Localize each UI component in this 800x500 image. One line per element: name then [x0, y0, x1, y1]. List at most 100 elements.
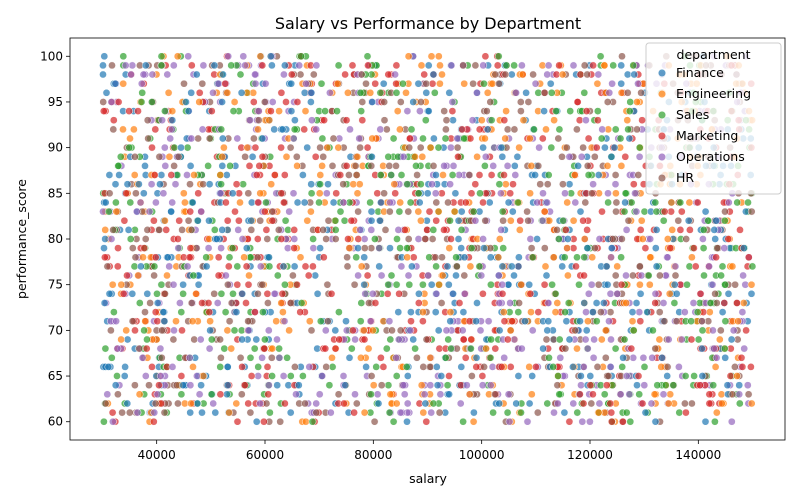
- data-point: [720, 216, 729, 225]
- data-point: [409, 98, 418, 106]
- data-point: [305, 317, 314, 326]
- data-point: [232, 308, 241, 316]
- data-point: [508, 207, 517, 216]
- data-point: [256, 262, 265, 271]
- data-point: [597, 335, 606, 344]
- data-point: [727, 417, 736, 426]
- data-point: [216, 189, 225, 198]
- data-point: [711, 289, 719, 298]
- data-point: [199, 372, 208, 380]
- y-tick-label: 75: [48, 278, 63, 292]
- data-point: [262, 226, 271, 234]
- data-point: [644, 271, 653, 280]
- data-point: [475, 125, 484, 134]
- data-point: [527, 244, 536, 252]
- data-point: [441, 134, 450, 143]
- data-point: [744, 253, 753, 262]
- data-point: [525, 363, 534, 371]
- data-point: [145, 381, 153, 390]
- data-point: [404, 207, 413, 216]
- data-point: [543, 399, 552, 408]
- data-point: [589, 353, 598, 362]
- data-point: [182, 98, 190, 106]
- data-point: [621, 198, 629, 207]
- data-point: [499, 216, 507, 225]
- data-point: [419, 317, 427, 326]
- data-point: [475, 171, 484, 179]
- data-point: [334, 143, 343, 152]
- data-point: [246, 353, 255, 362]
- x-axis: 40000 60000 80000 100000 120000 140000: [138, 440, 721, 462]
- data-point: [193, 372, 201, 380]
- data-point: [187, 88, 196, 97]
- data-point: [526, 189, 534, 198]
- data-point: [447, 235, 455, 243]
- data-point: [331, 216, 340, 225]
- data-point: [139, 253, 147, 262]
- data-point: [242, 299, 250, 307]
- data-point: [108, 61, 116, 70]
- data-point: [465, 390, 474, 399]
- data-point: [301, 417, 310, 426]
- data-point: [451, 189, 460, 198]
- data-point: [581, 335, 590, 344]
- data-point: [495, 235, 504, 243]
- data-point: [132, 207, 141, 216]
- data-point: [526, 134, 534, 143]
- data-point: [601, 353, 610, 362]
- x-tick-label: 140000: [675, 448, 721, 462]
- legend-marker: [657, 68, 667, 78]
- data-point: [663, 363, 672, 371]
- data-point: [454, 152, 462, 161]
- data-point: [676, 226, 685, 234]
- data-point: [643, 308, 652, 316]
- data-point: [244, 399, 253, 408]
- data-point: [125, 408, 134, 417]
- data-point: [510, 162, 519, 170]
- data-point: [256, 52, 265, 61]
- data-point: [287, 107, 296, 115]
- data-point: [385, 408, 394, 417]
- data-point: [142, 344, 151, 353]
- data-point: [519, 116, 528, 125]
- data-point: [254, 116, 263, 125]
- data-point: [328, 353, 336, 362]
- data-point: [384, 280, 393, 289]
- data-point: [735, 381, 744, 390]
- data-point: [584, 134, 593, 143]
- data-point: [406, 198, 415, 207]
- data-point: [123, 180, 132, 189]
- data-point: [280, 198, 288, 207]
- data-point: [457, 244, 466, 252]
- data-point: [554, 372, 562, 380]
- data-point: [646, 253, 655, 262]
- data-point: [441, 353, 450, 362]
- data-point: [419, 280, 427, 289]
- data-point: [276, 417, 285, 426]
- data-point: [226, 162, 234, 170]
- data-point: [628, 308, 637, 316]
- data-point: [186, 244, 195, 252]
- data-point: [251, 70, 259, 79]
- data-point: [275, 353, 284, 362]
- data-point: [424, 107, 433, 115]
- data-point: [367, 244, 376, 252]
- data-point: [515, 143, 523, 152]
- data-point: [291, 116, 299, 125]
- data-point: [241, 61, 249, 70]
- data-point: [738, 363, 747, 371]
- data-point: [594, 171, 603, 179]
- data-point: [498, 207, 507, 216]
- data-point: [559, 180, 567, 189]
- data-point: [386, 335, 395, 344]
- data-point: [340, 216, 349, 225]
- data-point: [580, 299, 589, 307]
- data-point: [510, 61, 518, 70]
- data-point: [613, 262, 622, 271]
- data-point: [577, 152, 586, 161]
- data-point: [605, 88, 614, 97]
- data-point: [261, 335, 269, 344]
- data-point: [221, 308, 230, 316]
- data-point: [617, 61, 626, 70]
